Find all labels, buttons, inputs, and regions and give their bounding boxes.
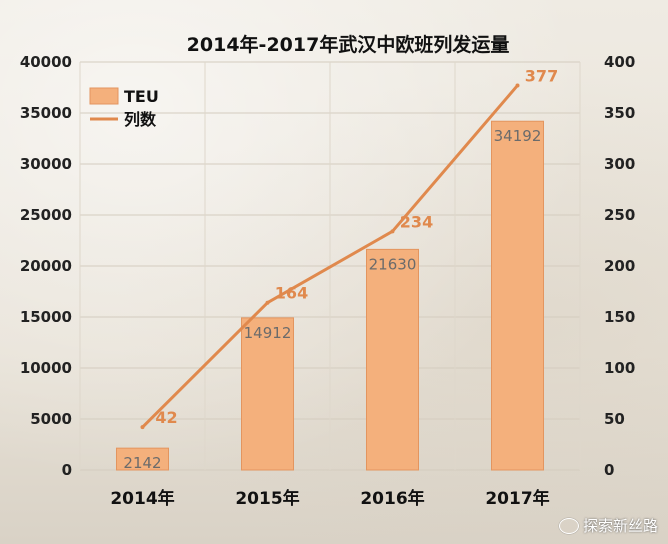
y-tick-label-right: 50	[604, 410, 625, 428]
y-tick-label-right: 250	[604, 206, 635, 224]
y-tick-label-right: 400	[604, 53, 635, 71]
wechat-icon	[558, 517, 579, 534]
line-point	[390, 229, 395, 234]
bar	[366, 248, 419, 471]
line-value-label: 42	[155, 408, 177, 427]
y-tick-label-right: 200	[604, 257, 635, 275]
bar-value-label: 21630	[369, 255, 417, 273]
bar	[241, 317, 294, 471]
y-tick-label-left: 15000	[20, 308, 72, 326]
line-point	[140, 425, 145, 430]
x-axis: 2014年 2015年 2016年 2017年	[110, 488, 549, 509]
category-label: 2017年	[485, 488, 549, 509]
line-value-label: 377	[525, 66, 558, 85]
y-tick-label-left: 25000	[20, 206, 72, 224]
category-label: 2014年	[110, 488, 174, 509]
y-tick-label-right: 300	[604, 155, 635, 173]
line-series	[140, 83, 520, 430]
series-line	[141, 84, 519, 429]
y-tick-label-right: 150	[604, 308, 635, 326]
line-value-label: 164	[275, 284, 308, 303]
y-tick-label-left: 10000	[20, 359, 72, 377]
legend-label-teu: TEU	[124, 87, 159, 106]
y-tick-label-left: 5000	[30, 410, 72, 428]
bar-value-label: 14912	[244, 324, 292, 342]
bar	[116, 447, 169, 471]
y-tick-label-right: 100	[604, 359, 635, 377]
y-tick-label-right: 0	[604, 461, 614, 479]
y-tick-label-left: 0	[62, 461, 72, 479]
bar	[491, 120, 544, 471]
watermark-text: 探索新丝路	[582, 517, 658, 535]
line-point	[265, 300, 270, 305]
y-tick-label-left: 30000	[20, 155, 72, 173]
legend: TEU 列数	[89, 87, 159, 129]
category-label: 2015年	[235, 488, 299, 509]
grid	[79, 61, 581, 471]
legend-label-trains: 列数	[124, 110, 157, 129]
data-labels: 2142 14912 21630 34192 42 164 234 377	[123, 66, 558, 472]
y-tick-label-right: 350	[604, 104, 635, 122]
line-value-label: 234	[400, 212, 433, 231]
y-axis-left: 0 5000 10000 15000 20000 25000 30000 35000 40000	[20, 53, 72, 479]
category-label: 2016年	[360, 488, 424, 509]
bars	[116, 120, 544, 471]
y-axis-right: 0 50 100 150 200 250 300 350 400	[604, 53, 635, 479]
legend-swatch-bar	[89, 87, 119, 105]
y-tick-label-left: 35000	[20, 104, 72, 122]
bar-value-label: 34192	[494, 127, 542, 145]
bar-value-label: 2142	[123, 454, 161, 472]
watermark: 探索新丝路	[558, 515, 658, 536]
chart-title: 2014年-2017年武汉中欧班列发运量	[187, 33, 510, 56]
y-tick-label-left: 20000	[20, 257, 72, 275]
line-point	[515, 83, 520, 88]
y-tick-label-left: 40000	[20, 53, 72, 71]
